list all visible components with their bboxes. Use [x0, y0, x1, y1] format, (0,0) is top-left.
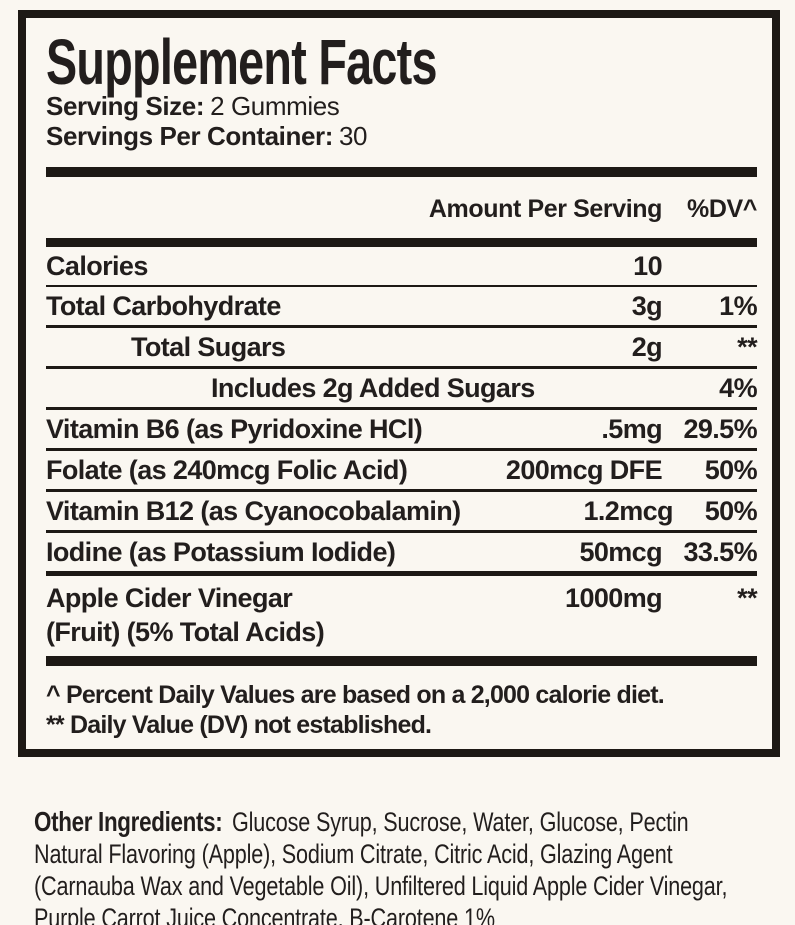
nutrient-name: Apple Cider Vinegar: [46, 583, 293, 613]
table-row-folate: Folate (as 240mcg Folic Acid) 200mcg DFE…: [46, 451, 758, 492]
servings-per-container-label: Servings Per Container:: [46, 121, 333, 151]
serving-size-line: Serving Size: 2 Gummies: [46, 91, 757, 121]
nutrient-amount: 10: [633, 251, 662, 281]
amount-per-serving-header: Amount Per Serving: [428, 195, 663, 223]
other-ingredients-label: Other Ingredients:: [34, 806, 223, 837]
nutrient-dv: **: [737, 332, 757, 362]
nutrient-name: Calories: [46, 251, 148, 281]
supplement-facts-panel: Supplement Facts Serving Size: 2 Gummies …: [18, 10, 780, 757]
nutrient-dv: 50%: [704, 496, 758, 526]
nutrient-name: Vitamin B12 (as Cyanocobalamin): [46, 496, 461, 526]
nutrient-dv: 50%: [704, 455, 758, 485]
table-row-calories: Calories 10: [46, 247, 757, 287]
table-row-added-sugars: Includes 2g Added Sugars 4%: [46, 369, 758, 410]
table-header-row: Amount Per Serving %DV^: [46, 177, 758, 238]
nutrient-name-line2: (Fruit) (5% Total Acids): [46, 617, 325, 647]
footnotes: ^ Percent Daily Values are based on a 2,…: [46, 666, 757, 740]
servings-per-container-value: 30: [339, 121, 368, 151]
table-row-iodine: Iodine (as Potassium Iodide) 50mcg 33.5%: [46, 533, 758, 576]
nutrient-dv: 4%: [719, 373, 757, 403]
table-row-vitamin-b12: Vitamin B12 (as Cyanocobalamin) 1.2mcg 5…: [46, 492, 758, 533]
nutrient-name: Vitamin B6 (as Pyridoxine HCl): [46, 414, 423, 444]
nutrient-amount: 2g: [631, 332, 663, 362]
nutrient-dv: 29.5%: [683, 414, 757, 444]
table-row-apple-cider-vinegar: Apple Cider Vinegar 1000mg ** (Fruit) (5…: [46, 576, 758, 650]
nutrient-amount: 1000mg: [565, 583, 663, 613]
nutrient-amount: 200mcg DFE: [505, 455, 663, 485]
nutrient-name: Includes 2g Added Sugars: [211, 373, 535, 403]
nutrient-amount: .5mg: [601, 414, 663, 444]
nutrient-amount: 50mcg: [579, 537, 662, 567]
serving-size-value: 2 Gummies: [210, 91, 340, 121]
divider-bar-footnotes: [46, 656, 757, 666]
nutrient-amount: 1.2mcg: [583, 496, 673, 526]
servings-per-container-line: Servings Per Container: 30: [46, 121, 757, 151]
nutrient-name: Iodine (as Potassium Iodide): [46, 537, 396, 567]
table-row-vitamin-b6: Vitamin B6 (as Pyridoxine HCl) .5mg 29.5…: [46, 410, 758, 451]
serving-size-label: Serving Size:: [46, 91, 205, 121]
table-row-total-carbohydrate: Total Carbohydrate 3g 1%: [46, 287, 758, 328]
footnote-dv-not-established: ** Daily Value (DV) not established.: [46, 711, 432, 739]
other-ingredients-paragraph: Other Ingredients: Glucose Syrup, Sucrose…: [34, 806, 758, 925]
nutrient-dv: 33.5%: [683, 537, 757, 567]
nutrient-name: Total Sugars: [131, 332, 286, 362]
footnote-daily-values: ^ Percent Daily Values are based on a 2,…: [46, 681, 665, 709]
nutrient-name: Total Carbohydrate: [46, 291, 281, 321]
percent-dv-header: %DV^: [687, 195, 757, 223]
other-ingredients-text: Glucose Syrup, Sucrose, Water, Glucose, …: [34, 807, 728, 925]
nutrient-name: Folate (as 240mcg Folic Acid): [46, 455, 408, 485]
nutrient-amount: 3g: [631, 291, 663, 321]
nutrient-dv: **: [737, 583, 757, 613]
table-row-total-sugars: Total Sugars 2g **: [46, 328, 758, 369]
divider-bar-header: [46, 238, 757, 247]
divider-bar-top: [46, 167, 757, 177]
panel-title: Supplement Facts: [46, 26, 437, 98]
nutrient-dv: 1%: [719, 291, 757, 321]
